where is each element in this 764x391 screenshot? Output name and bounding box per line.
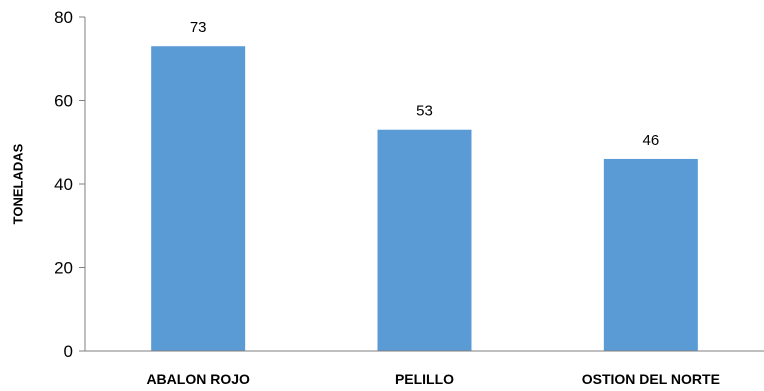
- bar: [151, 46, 246, 351]
- data-label: 73: [190, 19, 207, 36]
- x-category-label: ABALON ROJO: [146, 371, 250, 387]
- data-label: 46: [642, 132, 659, 149]
- y-tick-label: 20: [54, 259, 73, 278]
- x-category-label: OSTION DEL NORTE: [582, 371, 720, 387]
- bar: [377, 129, 472, 351]
- x-category-label: PELILLO: [395, 371, 454, 387]
- y-tick-label: 80: [54, 8, 73, 27]
- data-label: 53: [416, 103, 433, 120]
- x-axis-labels: ABALON ROJO PELILLO OSTION DEL NORTE: [146, 371, 719, 387]
- y-tick-label: 60: [54, 92, 73, 111]
- bar: [603, 158, 698, 351]
- y-axis-ticks: 0 20 40 60 80: [54, 8, 85, 361]
- data-labels: 73 53 46: [190, 19, 659, 149]
- bars: [151, 46, 698, 351]
- y-axis-title: TONELADAS: [10, 143, 25, 224]
- y-tick-label: 40: [54, 175, 73, 194]
- y-tick-label: 0: [64, 342, 73, 361]
